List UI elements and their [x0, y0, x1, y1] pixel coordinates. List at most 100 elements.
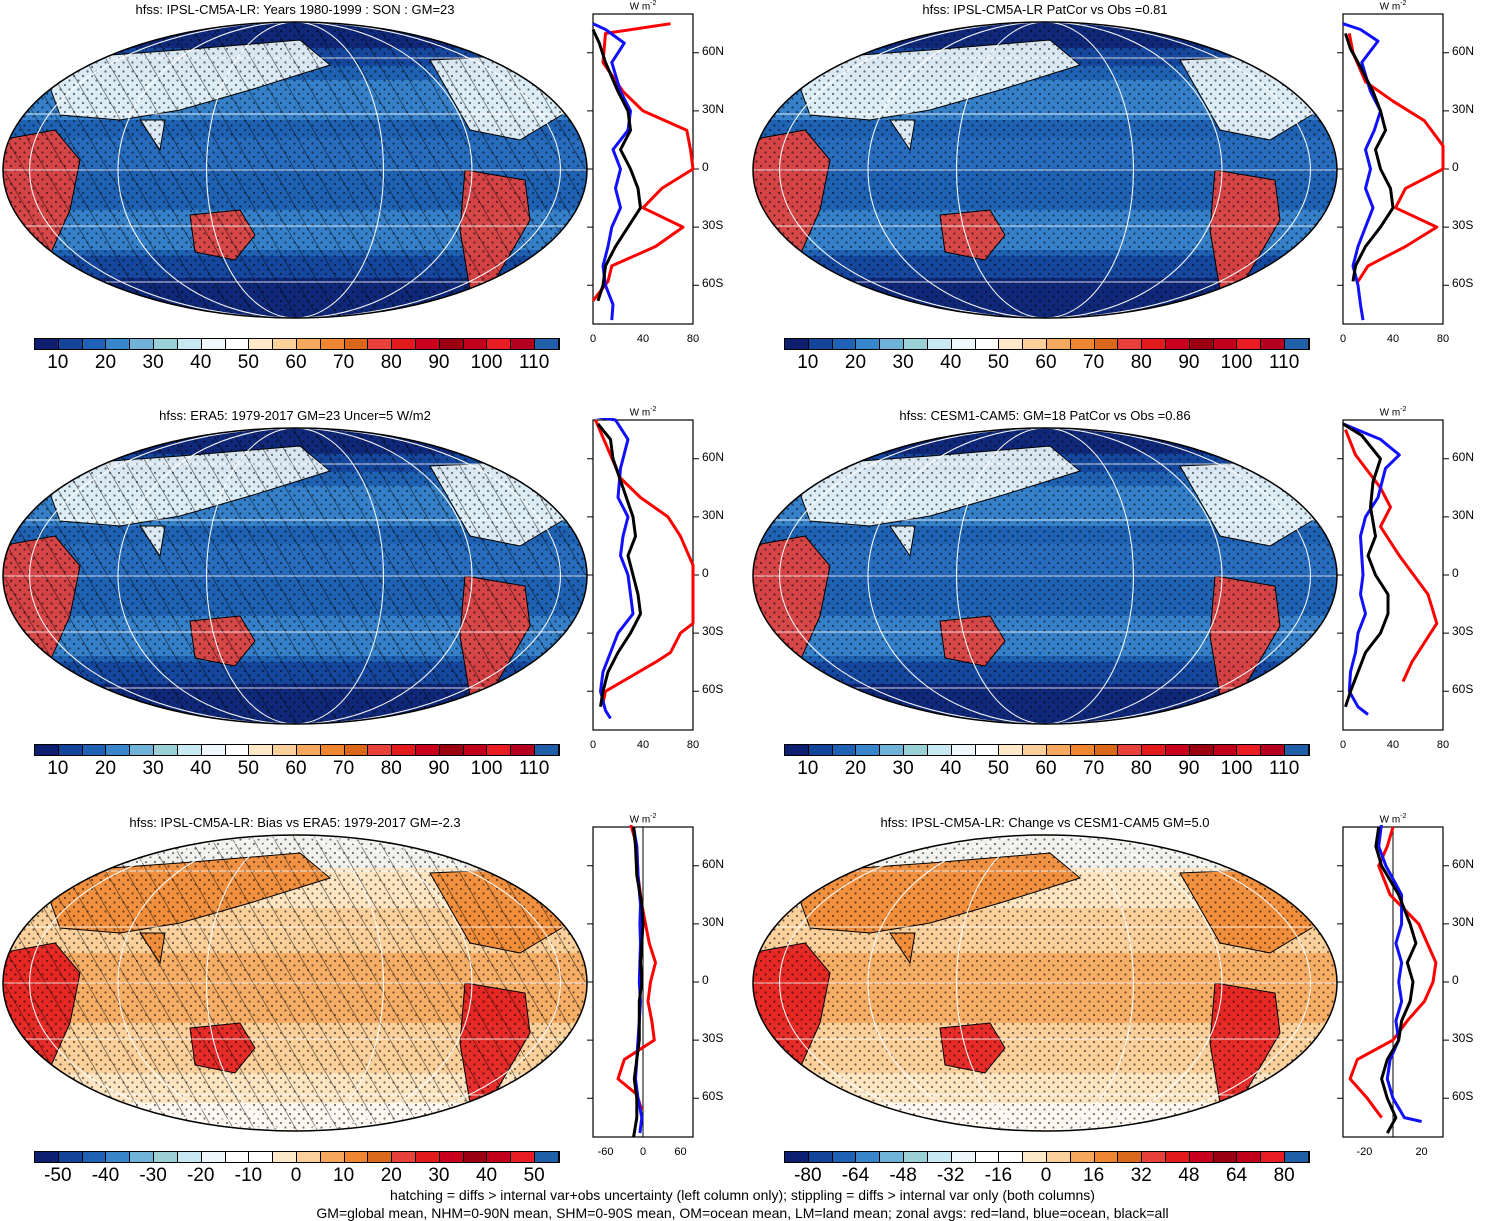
colorbar-swatch	[1070, 745, 1095, 755]
colorbar-label: -30	[139, 1165, 167, 1186]
zonal-line-all	[1344, 32, 1395, 282]
lat-tick-label: 30S	[702, 1031, 724, 1046]
colorbar-label: 10	[47, 758, 69, 779]
map-panel-p2: hfss: IPSL-CM5A-LR PatCor vs Obs =0.81 W …	[750, 0, 1485, 406]
colorbar-swatch	[999, 339, 1024, 349]
lat-tick-label: 30S	[702, 218, 724, 233]
colorbar-swatch	[368, 339, 393, 349]
colorbar-label: -50	[44, 1165, 72, 1186]
colorbar-swatch	[82, 1152, 107, 1162]
zonal-line-land	[1347, 33, 1445, 283]
lat-tick-label: 30N	[702, 914, 725, 929]
colorbar-label: 10	[797, 758, 819, 779]
colorbar-swatch	[368, 1152, 393, 1162]
colorbar-label: 20	[844, 352, 867, 373]
lat-tick-label: 60S	[1452, 276, 1474, 291]
colorbar-swatch	[1285, 745, 1309, 755]
colorbar-swatch	[880, 339, 905, 349]
zonal-unit-label: W m-2	[1379, 406, 1407, 419]
colorbar-swatch	[1094, 745, 1119, 755]
zonal-x-tick-label: 80	[1436, 739, 1450, 751]
map-panel-p3: hfss: ERA5: 1979-2017 GM=23 Uncer=5 W/m2…	[0, 406, 740, 812]
colorbar-swatch	[999, 1152, 1024, 1162]
colorbar-swatch	[463, 745, 488, 755]
zonal-x-tick-label: 80	[1436, 333, 1450, 345]
colorbar-swatch	[511, 1152, 536, 1162]
lat-tick-label: 30S	[1452, 1031, 1474, 1046]
zonal-line-all	[591, 28, 642, 302]
colorbar-swatch	[106, 339, 131, 349]
colorbar-label: 80	[1130, 352, 1152, 373]
colorbar-label: -40	[91, 1165, 120, 1186]
colorbar-label: 80	[1130, 758, 1152, 779]
colorbar-swatch	[463, 339, 488, 349]
colorbar-swatch	[82, 745, 107, 755]
colorbar-swatch	[1070, 339, 1095, 349]
colorbar-swatch	[535, 745, 559, 755]
lat-tick-label: 30S	[702, 624, 724, 639]
colorbar-swatch	[1118, 745, 1143, 755]
colorbar-label: -48	[889, 1165, 917, 1186]
colorbar-label: 50	[987, 758, 1009, 779]
zonal-x-tick-label: 40	[636, 739, 650, 751]
colorbar-swatch	[201, 745, 226, 755]
robinson-map	[752, 427, 1338, 725]
zonal-x-tick-label: -60	[597, 1146, 614, 1158]
zonal-line-all	[1342, 422, 1390, 708]
lat-tick-label: 60S	[702, 682, 724, 697]
colorbar-label: 30	[892, 758, 914, 779]
colorbar-label: 64	[1225, 1165, 1248, 1186]
panel-title: hfss: IPSL-CM5A-LR: Years 1980-1999 : SO…	[135, 2, 455, 17]
zonal-unit-label: W m-2	[629, 0, 657, 13]
colorbar-swatch	[249, 745, 274, 755]
colorbar-label: 90	[428, 352, 450, 373]
colorbar-swatch	[856, 1152, 881, 1162]
colorbar-swatch	[1213, 745, 1238, 755]
colorbar-swatch	[951, 1152, 976, 1162]
colorbar-swatch	[225, 339, 250, 349]
colorbar-swatch	[1142, 1152, 1166, 1162]
colorbar-swatch	[463, 1152, 488, 1162]
lat-tick-label: 0	[702, 566, 709, 580]
colorbar-swatch	[439, 1152, 464, 1162]
lat-tick-label: 60S	[1452, 1089, 1474, 1104]
zonal-mean-plot	[587, 13, 699, 325]
colorbar-label: 80	[380, 352, 402, 373]
colorbar-label: 100	[1220, 352, 1253, 373]
colorbar-swatch	[320, 745, 345, 755]
zonal-x-tick-label: 40	[636, 333, 650, 345]
colorbar-swatch	[832, 339, 857, 349]
colorbar-label: 40	[475, 1165, 498, 1186]
zonal-x-tick-label: 0	[639, 1146, 647, 1158]
colorbar-swatch	[1237, 745, 1262, 755]
colorbar-label: 20	[94, 758, 117, 779]
colorbar	[34, 1151, 560, 1163]
colorbar-swatch	[1118, 339, 1143, 349]
colorbar-label: 80	[380, 758, 402, 779]
colorbar	[784, 1151, 1310, 1163]
colorbar-swatch	[177, 339, 202, 349]
panel-title: hfss: IPSL-CM5A-LR PatCor vs Obs =0.81	[922, 2, 1168, 17]
colorbar-swatch	[808, 1152, 833, 1162]
zonal-mean-plot	[1337, 825, 1449, 1138]
lat-tick-label: 30N	[1452, 101, 1475, 116]
colorbar-label: 40	[940, 758, 962, 779]
colorbar-swatch	[392, 1152, 416, 1162]
colorbar-swatch	[1046, 339, 1071, 349]
colorbar-label: 70	[333, 758, 355, 779]
colorbar-swatch	[535, 339, 559, 349]
colorbar-swatch	[785, 1152, 809, 1162]
zonal-mean-plot	[1337, 13, 1449, 325]
colorbar-label: 100	[1220, 758, 1253, 779]
colorbar-swatch	[296, 745, 321, 755]
colorbar-label: 50	[523, 1165, 545, 1186]
zonal-x-tick-label: -20	[1356, 1146, 1373, 1158]
colorbar-swatch	[904, 745, 928, 755]
colorbar-swatch	[392, 339, 416, 349]
colorbar-swatch	[1023, 745, 1047, 755]
colorbar-swatch	[785, 745, 809, 755]
colorbar-swatch	[273, 745, 297, 755]
lat-tick-label: 0	[702, 160, 709, 174]
colorbar-label: 30	[142, 352, 164, 373]
colorbar-swatch	[154, 339, 178, 349]
